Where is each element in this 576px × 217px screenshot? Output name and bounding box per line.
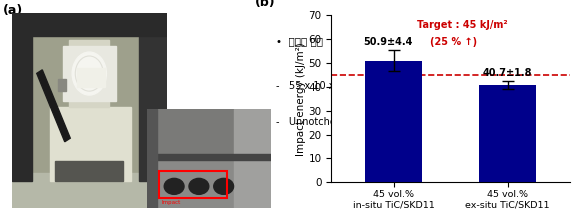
Text: Target : 45 kJ/m²: Target : 45 kJ/m²	[417, 20, 507, 30]
FancyArrow shape	[37, 70, 70, 142]
Bar	[69, 40, 109, 107]
Bar	[159, 171, 228, 198]
Bar	[139, 13, 167, 181]
Bar	[63, 46, 116, 101]
Bar	[479, 85, 536, 182]
Bar	[147, 108, 157, 208]
Bar	[77, 68, 105, 87]
Text: -   55 x 10 x 5 mm³: - 55 x 10 x 5 mm³	[276, 81, 370, 91]
Circle shape	[164, 178, 184, 194]
Text: (a): (a)	[3, 4, 23, 17]
Y-axis label: Impact energy (kJ/m²): Impact energy (kJ/m²)	[295, 42, 306, 156]
Text: (25 % ↑): (25 % ↑)	[430, 37, 478, 48]
Text: (b): (b)	[255, 0, 275, 8]
Circle shape	[72, 52, 107, 95]
Bar	[365, 61, 422, 182]
Text: Impact: Impact	[162, 200, 181, 205]
Text: -   Unnotched: - Unnotched	[276, 117, 343, 127]
Bar	[12, 13, 32, 181]
Bar	[12, 13, 167, 36]
Text: •  시험편 크기: • 시험편 크기	[276, 36, 324, 46]
Text: 50.9±4.4: 50.9±4.4	[363, 37, 413, 48]
Circle shape	[189, 178, 209, 194]
Text: 40.7±1.8: 40.7±1.8	[483, 68, 532, 78]
Bar	[234, 108, 271, 208]
Bar	[55, 161, 123, 181]
Bar	[147, 108, 271, 156]
Bar	[147, 155, 271, 160]
Circle shape	[214, 178, 234, 194]
Bar	[58, 79, 66, 91]
Bar	[51, 107, 131, 181]
Bar	[12, 173, 167, 208]
